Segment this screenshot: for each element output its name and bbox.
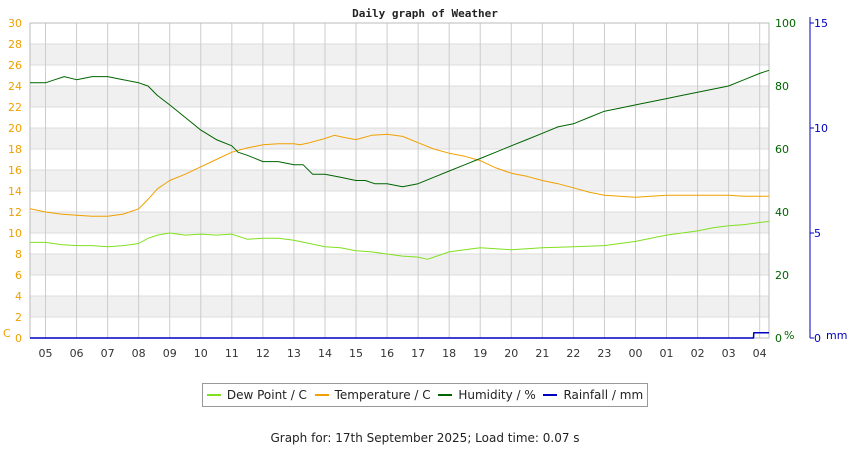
rainfall-tick-label: 5 <box>814 227 821 240</box>
plot-band <box>30 191 769 212</box>
legend-swatch-temperature <box>314 394 329 396</box>
x-tick-label: 12 <box>256 347 270 360</box>
plot-band <box>30 107 769 128</box>
legend-swatch-humidity <box>438 394 453 396</box>
legend-swatch-dew-point <box>206 394 221 396</box>
x-tick-label: 11 <box>225 347 239 360</box>
x-tick-label: 04 <box>753 347 767 360</box>
left-tick-label: 26 <box>8 59 22 72</box>
dew-point-line <box>30 220 770 260</box>
x-tick-label: 19 <box>473 347 487 360</box>
plot-band <box>30 296 769 317</box>
plot-band <box>30 212 769 233</box>
x-tick-label: 21 <box>535 347 549 360</box>
plot-band <box>30 170 769 191</box>
left-tick-label: 18 <box>8 143 22 156</box>
legend-label-humidity: Humidity / % <box>458 388 536 402</box>
rainfall-line <box>30 332 769 339</box>
plot-band <box>30 86 769 107</box>
x-tick-label: 01 <box>660 347 674 360</box>
plot-band <box>30 317 769 338</box>
x-tick-label: 10 <box>194 347 208 360</box>
legend-label-temperature: Temperature / C <box>334 388 431 402</box>
x-tick-label: 18 <box>442 347 456 360</box>
left-tick-label: 30 <box>8 17 22 30</box>
left-tick-label: 4 <box>15 290 22 303</box>
series-layer <box>29 69 770 339</box>
humidity-tick-label: 60 <box>775 143 789 156</box>
grid <box>30 22 769 339</box>
footer-text: Graph for: 17th September 2025; Load tim… <box>270 431 580 445</box>
x-tick-label: 08 <box>132 347 146 360</box>
right-axis-unit-mm: mm <box>826 329 847 342</box>
plot-band <box>30 149 769 170</box>
x-tick-label: 07 <box>101 347 115 360</box>
rainfall-tick-label: 0 <box>814 332 821 345</box>
legend-swatch-rainfall <box>543 394 558 396</box>
plot-band <box>30 23 769 44</box>
chart-title: Daily graph of Weather <box>352 7 498 20</box>
x-tick-label: 00 <box>628 347 642 360</box>
plot-band <box>30 233 769 254</box>
left-tick-label: 12 <box>8 206 22 219</box>
left-tick-label: 16 <box>8 164 22 177</box>
legend-label-rainfall: Rainfall / mm <box>563 388 644 402</box>
x-tick-label: 09 <box>163 347 177 360</box>
left-tick-label: 2 <box>15 311 22 324</box>
x-tick-label: 06 <box>70 347 84 360</box>
left-tick-label: 8 <box>15 248 22 261</box>
x-tick-label: 23 <box>597 347 611 360</box>
plot-band <box>30 275 769 296</box>
x-tick-label: 20 <box>504 347 518 360</box>
left-tick-label: 28 <box>8 38 22 51</box>
legend-item-dew-point: Dew Point / C <box>206 388 307 402</box>
left-tick-label: 0 <box>15 332 22 345</box>
legend-item-temperature: Temperature / C <box>314 388 431 402</box>
legend: Dew Point / C Temperature / C Humidity /… <box>202 383 648 407</box>
legend-item-rainfall: Rainfall / mm <box>543 388 643 402</box>
humidity-tick-label: 0 <box>775 332 782 345</box>
x-tick-label: 13 <box>287 347 301 360</box>
left-tick-label: 24 <box>8 80 22 93</box>
x-tick-label: 03 <box>722 347 736 360</box>
humidity-tick-label: 100 <box>775 17 796 30</box>
left-tick-label: 20 <box>8 122 22 135</box>
x-tick-label: 14 <box>318 347 332 360</box>
plot-band <box>30 128 769 149</box>
rainfall-tick-label: 15 <box>814 17 828 30</box>
plot-background <box>30 23 769 338</box>
plot-band <box>30 254 769 275</box>
left-axis-unit: C <box>3 327 11 340</box>
left-tick-label: 14 <box>8 185 22 198</box>
plot-band <box>30 44 769 65</box>
plot-band <box>30 65 769 86</box>
humidity-tick-label: 20 <box>775 269 789 282</box>
humidity-tick-label: 40 <box>775 206 789 219</box>
x-tick-label: 17 <box>411 347 425 360</box>
x-tick-label: 16 <box>380 347 394 360</box>
rainfall-tick-label: 10 <box>814 122 828 135</box>
legend-item-humidity: Humidity / % <box>438 388 536 402</box>
left-tick-label: 22 <box>8 101 22 114</box>
right-axis-unit-percent: % <box>784 329 794 342</box>
legend-label-dew-point: Dew Point / C <box>226 388 307 402</box>
humidity-tick-label: 80 <box>775 80 789 93</box>
left-tick-label: 10 <box>8 227 22 240</box>
humidity-line <box>30 69 770 188</box>
x-tick-label: 15 <box>349 347 363 360</box>
tick-labels: 0246810121416182022242628300204060801000… <box>8 17 828 360</box>
x-tick-label: 05 <box>39 347 53 360</box>
temperature-line <box>29 133 769 217</box>
left-tick-label: 6 <box>15 269 22 282</box>
x-tick-label: 02 <box>691 347 705 360</box>
x-tick-label: 22 <box>566 347 580 360</box>
